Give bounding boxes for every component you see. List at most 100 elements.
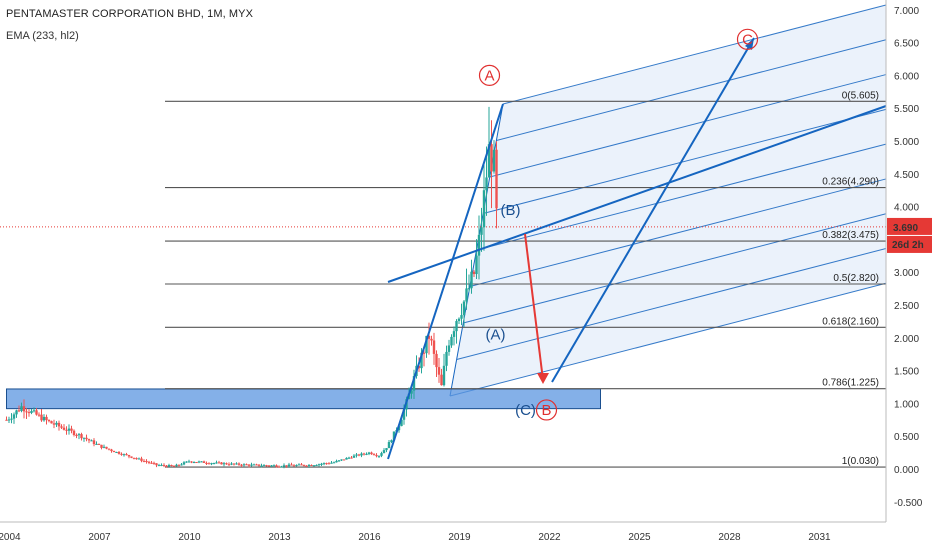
time-tick-label: 2016 xyxy=(358,532,381,543)
candle-body xyxy=(392,431,396,441)
candle-body xyxy=(477,234,481,256)
candle-body xyxy=(215,462,218,464)
price-tick-label: 0.000 xyxy=(894,465,919,476)
time-tick-label: 2022 xyxy=(538,532,561,543)
candle-body xyxy=(372,454,376,456)
candle-body xyxy=(365,453,368,455)
candle-body xyxy=(340,459,343,461)
candle-body xyxy=(337,460,341,462)
pitchfork-line xyxy=(476,143,887,251)
time-tick-label: 2031 xyxy=(808,532,831,543)
candle-body xyxy=(345,457,348,460)
pitchfork-line xyxy=(496,39,887,141)
candle-body xyxy=(410,390,413,394)
candle-body xyxy=(190,461,193,463)
price-tick-label: 4.500 xyxy=(894,170,919,181)
candle-body xyxy=(257,464,261,466)
wave-label-circle xyxy=(535,399,558,421)
fib-label: 0.618(2.160) xyxy=(822,316,879,327)
price-tick-label: 7.000 xyxy=(894,6,919,17)
candle-body xyxy=(417,365,421,369)
candle-body xyxy=(322,463,326,465)
candle-body xyxy=(350,457,353,459)
candle-body xyxy=(422,352,426,354)
candle-body xyxy=(255,464,258,466)
candle-body xyxy=(195,462,198,464)
candle-body xyxy=(260,465,263,467)
wave-b-arrowhead xyxy=(537,373,549,384)
candle-body xyxy=(5,419,8,421)
candle-body xyxy=(312,465,316,467)
candle-body xyxy=(265,465,268,467)
wave-label: (B) xyxy=(501,202,521,219)
candle-body xyxy=(152,462,156,464)
candle-body xyxy=(210,463,213,465)
candle-body xyxy=(25,411,28,413)
candle-body xyxy=(62,427,66,430)
candle-body xyxy=(120,453,123,455)
price-tick-label: 5.500 xyxy=(894,104,919,115)
candle-body xyxy=(232,463,236,465)
candle-body xyxy=(492,149,496,172)
candle-body xyxy=(430,338,433,341)
time-tick-label: 2028 xyxy=(718,532,741,543)
candle-body xyxy=(370,452,373,455)
candle-body xyxy=(325,463,328,465)
candle-body xyxy=(200,461,203,463)
time-tick-label: 2013 xyxy=(268,532,291,543)
candle-body xyxy=(112,451,116,453)
wave-label-circle xyxy=(736,28,759,50)
candle-body xyxy=(452,331,456,337)
candle-body xyxy=(65,429,68,431)
candle-body xyxy=(50,421,53,424)
support-zone xyxy=(6,388,601,410)
candle-body xyxy=(382,450,386,454)
price-tick-label: -0.500 xyxy=(894,498,923,509)
price-tick-label: 2.500 xyxy=(894,301,919,312)
candle-body xyxy=(425,335,428,354)
candle-body xyxy=(102,446,106,448)
price-tick-label: 1.000 xyxy=(894,399,919,410)
candle-body xyxy=(457,318,461,322)
time-tick-label: 2010 xyxy=(178,532,201,543)
wave-label: B xyxy=(541,402,551,419)
candle-body xyxy=(380,453,383,456)
price-tick-label: 1.500 xyxy=(894,367,919,378)
wave-label: (C) xyxy=(515,402,536,419)
candle-body xyxy=(282,465,286,467)
time-tick-label: 2004 xyxy=(0,532,21,543)
price-tick-label: 6.500 xyxy=(894,39,919,50)
candle-body xyxy=(132,457,136,459)
candle-body xyxy=(67,428,71,431)
candle-body xyxy=(465,288,468,302)
candle-body xyxy=(275,465,278,467)
wave-label: (A) xyxy=(486,327,506,344)
candle-body xyxy=(20,406,23,411)
candle-body xyxy=(145,460,148,462)
candle-body xyxy=(55,422,58,425)
countdown-value: 26d 2h xyxy=(892,240,924,251)
candle-body xyxy=(270,465,273,467)
candle-body xyxy=(32,410,36,412)
candle-body xyxy=(272,465,276,467)
wave-a-line xyxy=(387,103,504,460)
candle-body xyxy=(267,465,271,467)
price-tick-label: 3.000 xyxy=(894,268,919,279)
candle-body xyxy=(252,464,256,466)
candle-body xyxy=(420,352,423,369)
candle-body xyxy=(335,460,338,463)
price-tick-label: 6.000 xyxy=(894,71,919,82)
candle-body xyxy=(300,464,303,466)
candle-body xyxy=(432,340,436,354)
fib-label: 0.5(2.820) xyxy=(833,273,879,284)
candle-body xyxy=(230,463,233,465)
candle-body xyxy=(127,454,131,457)
countdown-badge xyxy=(887,235,932,253)
candle-body xyxy=(385,448,388,451)
time-tick-label: 2019 xyxy=(448,532,471,543)
candle-body xyxy=(125,454,128,456)
candle-body xyxy=(115,451,118,453)
price-tick-label: 2.000 xyxy=(894,334,919,345)
candle-body xyxy=(237,463,241,465)
